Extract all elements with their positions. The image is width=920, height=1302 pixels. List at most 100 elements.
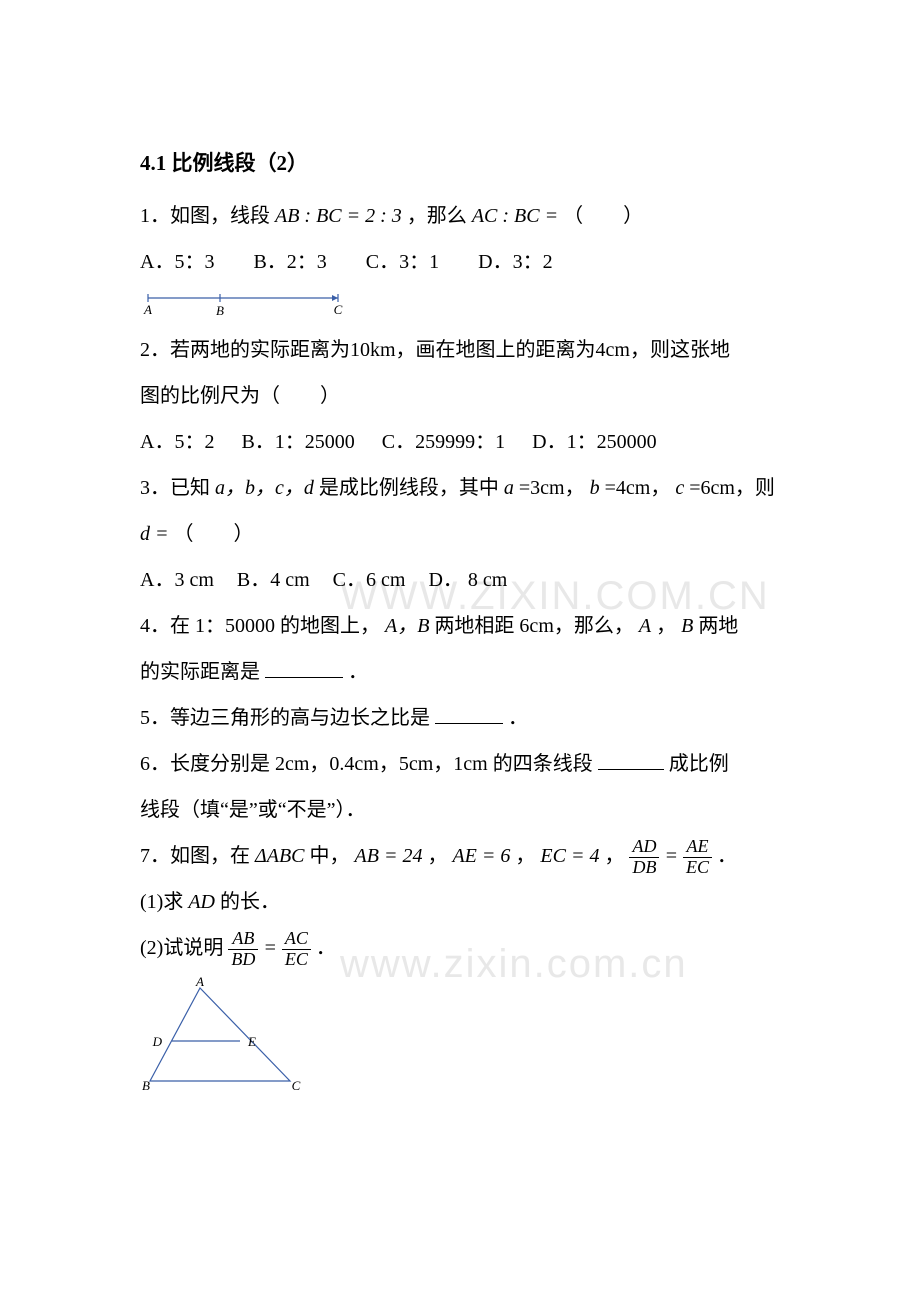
q3-aval: =3cm，	[519, 477, 585, 499]
q6-a: 6．长度分别是 2cm，0.4cm，5cm，1cm 的四条线段	[140, 753, 593, 775]
q6-line2: 线段（填“是”或“不是”）．	[140, 788, 780, 832]
q7-mid4: ，	[604, 845, 624, 867]
q5-blank	[435, 703, 503, 724]
q3-opt-c: C．6 cm	[333, 558, 406, 602]
q6-line1: 6．长度分别是 2cm，0.4cm，5cm，1cm 的四条线段 成比例	[140, 742, 780, 786]
q2-opt-b: B．1：25000	[241, 420, 354, 464]
q2-line2: 图的比例尺为（ ）	[140, 374, 780, 418]
q3-tail: （ ）	[174, 523, 254, 545]
q7-ae: AE = 6	[452, 845, 510, 867]
q3-opt-b: B．4 cm	[237, 558, 310, 602]
q7-part2: (2)试说明 AB BD = AC EC ．	[140, 926, 780, 970]
q4-A: A	[639, 615, 651, 637]
q2-options: A．5：2 B．1：25000 C．259999：1 D．1：250000	[140, 420, 780, 464]
q4-l1d: 两地	[698, 615, 738, 637]
q7-p2f1n: AB	[228, 929, 258, 950]
q7-part1: (1)求 AD 的长．	[140, 880, 780, 924]
q3-mid1: 是成比例线段，其中	[319, 477, 499, 499]
q1-opt-a: A．5：3	[140, 240, 214, 284]
q7-stem: 7．如图，在 ΔABC 中， AB = 24 ， AE = 6 ， EC = 4…	[140, 834, 780, 878]
q4-l1b: 两地相距 6cm，那么，	[434, 615, 633, 637]
q4-AB: A，B	[385, 615, 429, 637]
q3-line1: 3．已知 a，b，c，d 是成比例线段，其中 a =3cm， b =4cm， c…	[140, 466, 780, 510]
q5-a: 5．等边三角形的高与边长之比是	[140, 707, 430, 729]
q3-a: a	[504, 477, 514, 499]
q7-p1c: 的长．	[220, 891, 280, 913]
q1-options: A．5：3 B．2：3 C．3：1 D．3：2	[140, 240, 780, 284]
q7-p2-frac1: AB BD	[228, 929, 258, 970]
q3-b: b	[590, 477, 600, 499]
q4-line2: 的实际距离是 ．	[140, 650, 780, 694]
q1-expr1: AB : BC = 2 : 3	[275, 205, 402, 227]
q1-figure: A B C	[140, 288, 780, 318]
q3-line2: d = （ ）	[140, 512, 780, 556]
q2-line1: 2．若两地的实际距离为10km，画在地图上的距离为4cm，则这张地	[140, 328, 780, 372]
q4-line1: 4．在 1：50000 的地图上， A，B 两地相距 6cm，那么， A ， B…	[140, 604, 780, 648]
q7-fig-E: E	[247, 1034, 256, 1049]
q3-d: d =	[140, 523, 169, 545]
q7-p2f1d: BD	[228, 950, 258, 970]
q1-opt-c: C．3：1	[366, 240, 439, 284]
q7-frac2: AE EC	[683, 837, 712, 878]
q7-tri: ΔABC	[255, 845, 305, 867]
q7-p2eq: =	[263, 937, 282, 959]
q3-bval: =4cm，	[605, 477, 671, 499]
q4-B: B	[681, 615, 693, 637]
q6-blank	[598, 749, 664, 770]
q3-c: c	[675, 477, 684, 499]
q7-f1n: AD	[629, 837, 659, 858]
q3-opt-a: A．3 cm	[140, 558, 214, 602]
q7-p2a: (2)试说明	[140, 937, 223, 959]
q1-fig-A: A	[143, 302, 152, 317]
q1-text-a: 1．如图，线段	[140, 205, 270, 227]
q7-ec: EC = 4	[540, 845, 599, 867]
q5: 5．等边三角形的高与边长之比是 ．	[140, 696, 780, 740]
q7-p2-frac2: AC EC	[282, 929, 311, 970]
q1-opt-b: B．2：3	[253, 240, 326, 284]
q3-options: A．3 cm B．4 cm C．6 cm D． 8 cm	[140, 558, 780, 602]
q3-pre: 3．已知	[140, 477, 210, 499]
section-title: 4.1 比例线段（2）	[140, 140, 780, 186]
q7-tail: ．	[717, 845, 737, 867]
q7-p2f2d: EC	[282, 950, 311, 970]
q2-opt-c: C．259999：1	[382, 420, 505, 464]
q7-fig-D: D	[152, 1034, 163, 1049]
q1-expr2: AC : BC =	[472, 205, 558, 227]
q7-pre: 7．如图，在	[140, 845, 250, 867]
q7-mid3: ，	[515, 845, 540, 867]
q5-b: ．	[508, 707, 528, 729]
q4-blank	[265, 657, 343, 678]
q7-p2f2n: AC	[282, 929, 311, 950]
q7-mid2: ，	[427, 845, 452, 867]
q7-ab: AB = 24	[355, 845, 423, 867]
q7-fig-B: B	[142, 1078, 150, 1093]
q7-f2n: AE	[683, 837, 712, 858]
q7-f2d: EC	[683, 858, 712, 878]
q3-cval: =6cm，则	[689, 477, 775, 499]
q7-p1a: (1)求	[140, 891, 183, 913]
q7-frac1: AD DB	[629, 837, 659, 878]
q4-l2b: ．	[348, 661, 368, 683]
q7-f1d: DB	[629, 858, 659, 878]
q1-stem: 1．如图，线段 AB : BC = 2 : 3 ，那么 AC : BC = （ …	[140, 194, 780, 238]
q7-fig-C: C	[292, 1078, 301, 1093]
q1-text-b: ，那么	[407, 205, 467, 227]
q7-fig-A: A	[195, 976, 204, 989]
q3-abcd: a，b，c，d	[215, 477, 314, 499]
q4-l1c: ，	[656, 615, 681, 637]
q6-b: 成比例	[669, 753, 729, 775]
q3-opt-d: D． 8 cm	[428, 558, 507, 602]
q7-mid1: 中，	[310, 845, 355, 867]
q7-eq: =	[664, 845, 683, 867]
q1-fig-B: B	[216, 303, 224, 318]
q7-figure: A D E B C	[140, 976, 780, 1096]
q7-p2tail: ．	[316, 937, 336, 959]
q7-p1b: AD	[188, 891, 215, 913]
q4-l2a: 的实际距离是	[140, 661, 260, 683]
q1-text-c: （ ）	[563, 205, 643, 227]
q1-fig-C: C	[334, 302, 343, 317]
q1-opt-d: D．3：2	[478, 240, 552, 284]
q2-opt-d: D．1：250000	[532, 420, 656, 464]
q2-opt-a: A．5：2	[140, 420, 214, 464]
q4-l1a: 4．在 1：50000 的地图上，	[140, 615, 380, 637]
